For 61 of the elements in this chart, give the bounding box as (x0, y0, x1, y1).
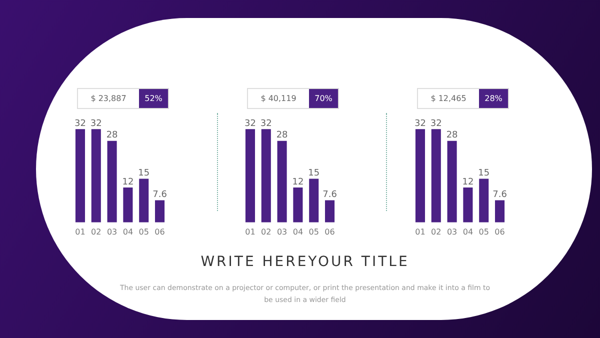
x-tick-label: 01 (415, 227, 426, 236)
data-label: 28 (276, 130, 288, 141)
bar (245, 129, 256, 222)
bar (324, 200, 335, 222)
x-tick-label: 02 (261, 227, 272, 236)
data-label: 7.6 (492, 190, 508, 200)
chart-subtitle: 52% (139, 89, 168, 108)
x-tick-label: 04 (122, 227, 134, 236)
bar (309, 178, 319, 222)
x-tick-label: 05 (478, 227, 489, 236)
bar (107, 140, 117, 222)
data-label: 32 (430, 119, 442, 130)
x-tick-label: 06 (154, 227, 165, 236)
data-label: 32 (74, 119, 86, 130)
bar (261, 129, 271, 222)
bar (494, 200, 505, 222)
data-label: 15 (308, 168, 320, 179)
x-tick-label: 03 (276, 227, 288, 236)
x-tick-label: 06 (494, 227, 505, 236)
x-tick-label: 04 (462, 227, 474, 236)
data-label: 32 (414, 119, 426, 130)
bar (415, 129, 426, 222)
data-label: 12 (122, 177, 134, 188)
data-label: 32 (244, 119, 256, 130)
bar (447, 140, 457, 222)
data-label: 7.6 (322, 190, 338, 200)
x-tick-label: 01 (245, 227, 256, 236)
x-tick-label: 01 (75, 227, 86, 236)
x-tick-label: 04 (292, 227, 304, 236)
bar (139, 178, 149, 222)
data-label: 28 (446, 130, 458, 141)
bar (75, 129, 86, 222)
data-label: 32 (260, 119, 272, 130)
x-tick-label: 03 (446, 227, 458, 236)
bar (123, 187, 133, 222)
data-label: 15 (478, 168, 490, 179)
chart-subtitle: 28% (479, 89, 508, 108)
data-label: 28 (106, 130, 118, 141)
chart-subtitle: 70% (309, 89, 338, 108)
text: WRITE HEREYOUR TITLE (200, 254, 410, 270)
x-tick-label: 05 (138, 227, 149, 236)
bar (277, 140, 287, 222)
x-tick-label: 02 (91, 227, 102, 236)
data-label: 32 (90, 119, 102, 130)
data-label: 7.6 (152, 190, 168, 200)
data-label: 12 (462, 177, 474, 188)
chart-title: $ 40,119 (260, 93, 298, 105)
data-label: 15 (138, 168, 150, 179)
bar (431, 129, 441, 222)
data-label: 12 (292, 177, 304, 188)
bar (479, 178, 489, 222)
bar (293, 187, 303, 222)
x-tick-label: 02 (431, 227, 442, 236)
chart-title: $ 23,887 (90, 93, 128, 105)
x-tick-label: 05 (308, 227, 319, 236)
x-tick-label: 06 (324, 227, 335, 236)
chart-title: $ 12,465 (430, 93, 468, 105)
bar (154, 200, 165, 222)
bar (91, 129, 101, 222)
x-tick-label: 03 (106, 227, 118, 236)
bar (463, 187, 473, 222)
